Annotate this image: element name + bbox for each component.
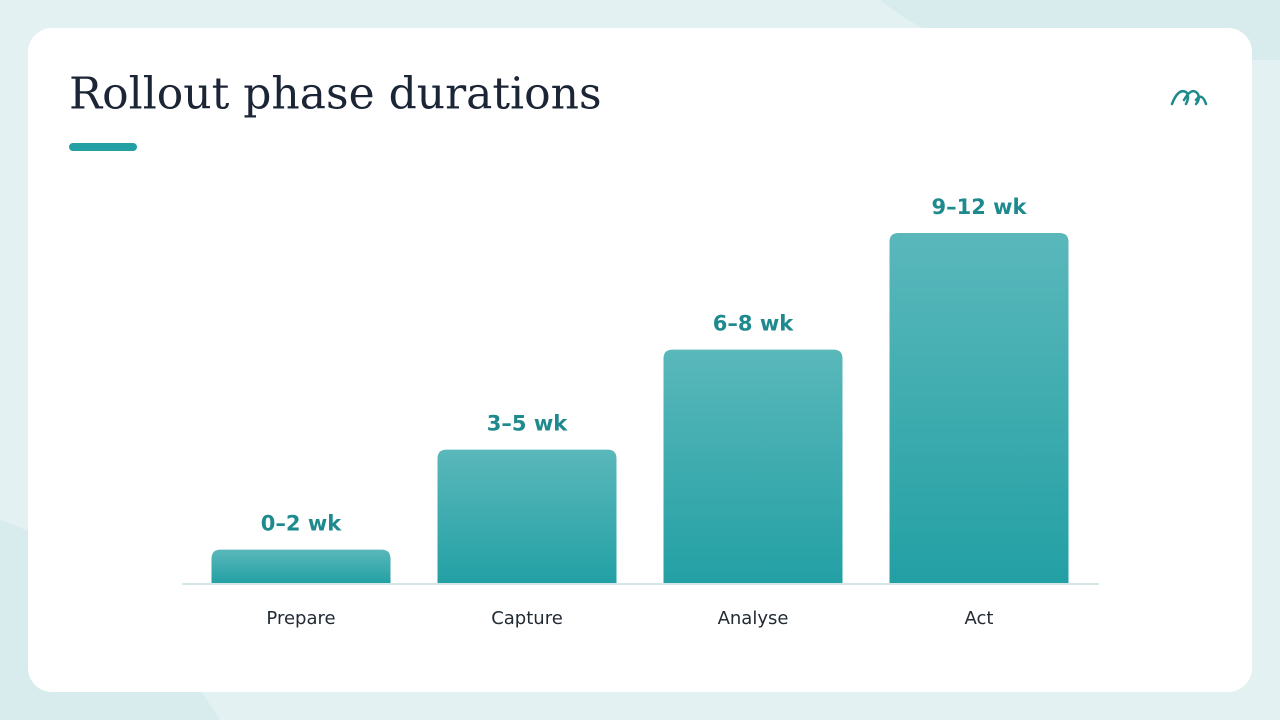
x-tick-label: Act xyxy=(965,608,994,629)
x-tick-label: Capture xyxy=(491,608,563,629)
value-label: 0–2 wk xyxy=(261,512,342,536)
x-tick-label: Prepare xyxy=(266,608,335,629)
x-tick-label: Analyse xyxy=(718,608,789,629)
value-label: 6–8 wk xyxy=(713,312,794,336)
bar xyxy=(211,549,391,583)
value-label: 9–12 wk xyxy=(931,195,1027,219)
value-label: 3–5 wk xyxy=(487,412,568,436)
bar xyxy=(437,449,617,583)
title-underline xyxy=(69,143,137,151)
chart-title: Rollout phase durations xyxy=(69,69,602,120)
bar xyxy=(889,233,1069,583)
bar xyxy=(663,349,843,583)
logo xyxy=(1170,89,1208,106)
